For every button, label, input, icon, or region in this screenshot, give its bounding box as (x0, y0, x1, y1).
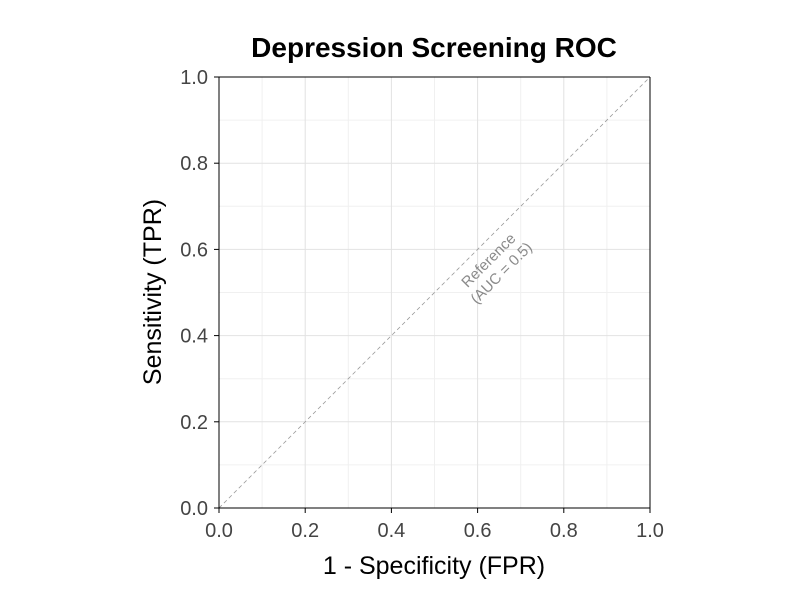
reference-annotation: Reference(AUC = 0.5) (458, 230, 535, 307)
y-tick-label: 1.0 (180, 67, 208, 89)
annotation-layer: Reference(AUC = 0.5) (458, 230, 535, 307)
axes (214, 76, 651, 513)
x-tick-label: 0.0 (205, 520, 233, 542)
y-tick-label: 0.4 (180, 326, 208, 348)
chart-title: Depression Screening ROC (251, 32, 617, 63)
y-tick-label: 0.8 (180, 153, 208, 175)
reference-line (218, 76, 651, 509)
y-tick-label: 0.6 (180, 239, 208, 261)
x-tick-label: 0.8 (550, 520, 578, 542)
y-tick-label: 0.0 (180, 498, 208, 520)
x-tick-label: 1.0 (636, 520, 664, 542)
series-layer (218, 76, 651, 509)
y-tick-label: 0.2 (180, 412, 208, 434)
x-tick-label: 0.4 (377, 520, 405, 542)
tick-labels: 0.0 0.2 0.4 0.6 0.8 1.0 0.0 0.2 0.4 0.6 0.8 1.0 (180, 67, 664, 542)
x-axis-title: 1 - Specificity (FPR) (323, 552, 545, 580)
x-tick-label: 0.2 (291, 520, 319, 542)
y-axis-title: Sensitivity (TPR) (139, 199, 167, 385)
x-tick-label: 0.6 (464, 520, 492, 542)
